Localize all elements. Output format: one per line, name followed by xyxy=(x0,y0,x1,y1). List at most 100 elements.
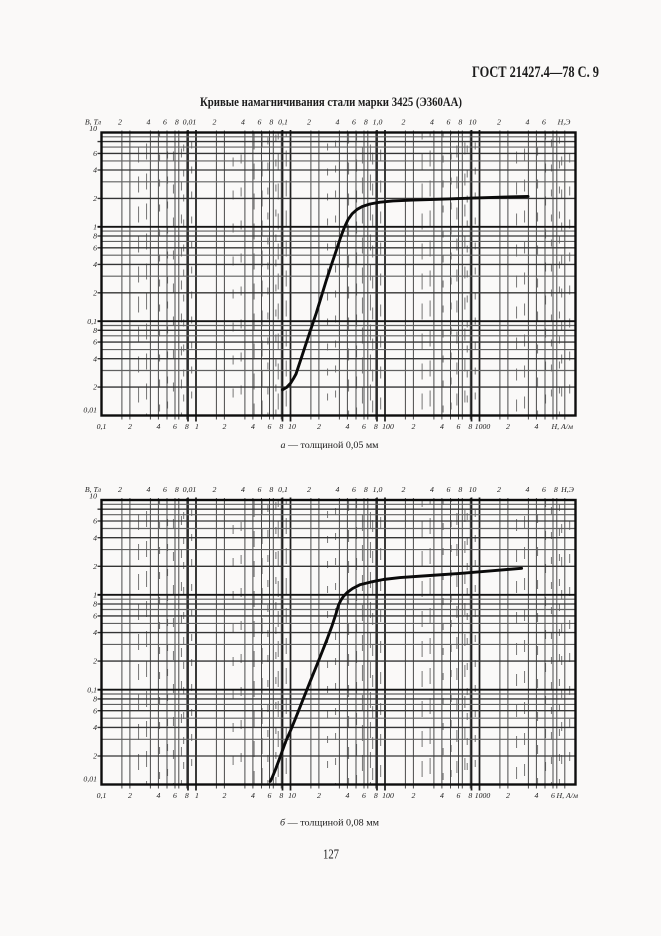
svg-text:4: 4 xyxy=(251,791,255,800)
svg-text:2: 2 xyxy=(93,383,97,392)
svg-text:а — толщиной 0,05 мм: а — толщиной 0,05 мм xyxy=(281,440,379,451)
svg-text:2: 2 xyxy=(93,752,97,761)
svg-text:6: 6 xyxy=(352,485,356,494)
svg-text:8: 8 xyxy=(185,422,189,431)
svg-text:8: 8 xyxy=(364,118,368,127)
svg-text:0,1: 0,1 xyxy=(87,685,97,694)
svg-text:6: 6 xyxy=(457,791,461,800)
svg-text:8: 8 xyxy=(175,118,179,127)
svg-text:6: 6 xyxy=(268,422,272,431)
svg-text:4: 4 xyxy=(345,791,349,800)
svg-text:4: 4 xyxy=(93,628,97,637)
svg-text:4: 4 xyxy=(93,166,97,175)
svg-text:6: 6 xyxy=(163,118,167,127)
svg-text:2: 2 xyxy=(118,485,122,494)
svg-text:2: 2 xyxy=(307,118,311,127)
svg-text:0,01: 0,01 xyxy=(183,118,197,127)
svg-text:6: 6 xyxy=(362,791,366,800)
svg-text:2: 2 xyxy=(93,194,97,203)
svg-text:В, Тл: В, Тл xyxy=(85,118,102,127)
svg-text:4: 4 xyxy=(440,422,444,431)
svg-text:6: 6 xyxy=(268,791,272,800)
svg-text:2: 2 xyxy=(93,562,97,571)
svg-text:4: 4 xyxy=(93,723,97,732)
svg-text:Н, А/м: Н, А/м xyxy=(556,791,578,800)
svg-text:4: 4 xyxy=(146,118,150,127)
svg-text:6: 6 xyxy=(258,118,262,127)
svg-text:2: 2 xyxy=(401,485,405,494)
svg-text:8: 8 xyxy=(279,791,283,800)
svg-text:100: 100 xyxy=(382,791,394,800)
svg-text:8: 8 xyxy=(279,422,283,431)
svg-text:Кривые намагничивания стали ма: Кривые намагничивания стали марки 3425 (… xyxy=(200,95,462,109)
svg-text:10: 10 xyxy=(288,791,296,800)
svg-text:8: 8 xyxy=(554,485,558,494)
svg-text:127: 127 xyxy=(323,847,339,862)
svg-text:8: 8 xyxy=(364,485,368,494)
svg-text:2: 2 xyxy=(497,485,501,494)
svg-text:8: 8 xyxy=(374,791,378,800)
svg-text:8: 8 xyxy=(93,232,97,241)
svg-text:6: 6 xyxy=(93,706,97,715)
svg-text:8: 8 xyxy=(185,791,189,800)
svg-text:2: 2 xyxy=(118,118,122,127)
svg-text:8: 8 xyxy=(269,118,273,127)
svg-text:6: 6 xyxy=(173,422,177,431)
svg-text:10: 10 xyxy=(89,492,97,501)
svg-text:8: 8 xyxy=(374,422,378,431)
svg-text:2: 2 xyxy=(411,791,415,800)
svg-text:8: 8 xyxy=(458,485,462,494)
svg-text:8: 8 xyxy=(93,326,97,335)
svg-text:2: 2 xyxy=(128,791,132,800)
svg-text:2: 2 xyxy=(411,422,415,431)
svg-text:2: 2 xyxy=(222,791,226,800)
svg-text:4: 4 xyxy=(146,485,150,494)
svg-text:10: 10 xyxy=(469,118,477,127)
svg-text:10: 10 xyxy=(469,485,477,494)
svg-text:4: 4 xyxy=(525,118,529,127)
svg-text:6: 6 xyxy=(93,149,97,158)
svg-text:6: 6 xyxy=(163,485,167,494)
svg-text:1: 1 xyxy=(93,222,97,231)
svg-text:0,1: 0,1 xyxy=(97,791,107,800)
svg-text:1000: 1000 xyxy=(475,422,491,431)
svg-text:2: 2 xyxy=(317,791,321,800)
svg-text:4: 4 xyxy=(93,533,97,542)
svg-text:1,0: 1,0 xyxy=(373,118,383,127)
svg-text:4: 4 xyxy=(525,485,529,494)
svg-text:2: 2 xyxy=(506,791,510,800)
svg-text:2: 2 xyxy=(307,485,311,494)
svg-text:0,1: 0,1 xyxy=(278,485,288,494)
svg-text:1: 1 xyxy=(195,791,199,800)
svg-text:1: 1 xyxy=(195,422,199,431)
svg-text:6: 6 xyxy=(447,485,451,494)
svg-text:4: 4 xyxy=(93,354,97,363)
svg-text:2: 2 xyxy=(93,288,97,297)
svg-text:8: 8 xyxy=(269,485,273,494)
svg-text:0,1: 0,1 xyxy=(87,317,97,326)
svg-text:4: 4 xyxy=(241,118,245,127)
svg-text:6: 6 xyxy=(551,791,555,800)
svg-text:4: 4 xyxy=(335,118,339,127)
svg-text:6: 6 xyxy=(542,485,546,494)
svg-text:4: 4 xyxy=(241,485,245,494)
svg-text:Н,Э: Н,Э xyxy=(560,485,574,494)
svg-text:2: 2 xyxy=(317,422,321,431)
svg-text:4: 4 xyxy=(251,422,255,431)
svg-text:Н, А/м: Н, А/м xyxy=(551,422,573,431)
svg-text:1000: 1000 xyxy=(475,791,491,800)
svg-text:4: 4 xyxy=(534,422,538,431)
svg-text:8: 8 xyxy=(458,118,462,127)
svg-text:6: 6 xyxy=(93,338,97,347)
svg-text:4: 4 xyxy=(430,118,434,127)
svg-text:6: 6 xyxy=(457,422,461,431)
svg-text:6: 6 xyxy=(258,485,262,494)
svg-text:4: 4 xyxy=(534,791,538,800)
svg-text:6: 6 xyxy=(362,422,366,431)
svg-text:4: 4 xyxy=(335,485,339,494)
svg-text:б — толщиной 0,08 мм: б — толщиной 0,08 мм xyxy=(280,818,379,829)
svg-text:Н,Э: Н,Э xyxy=(557,118,571,127)
svg-text:2: 2 xyxy=(222,422,226,431)
svg-text:1,0: 1,0 xyxy=(373,485,383,494)
svg-text:4: 4 xyxy=(156,422,160,431)
